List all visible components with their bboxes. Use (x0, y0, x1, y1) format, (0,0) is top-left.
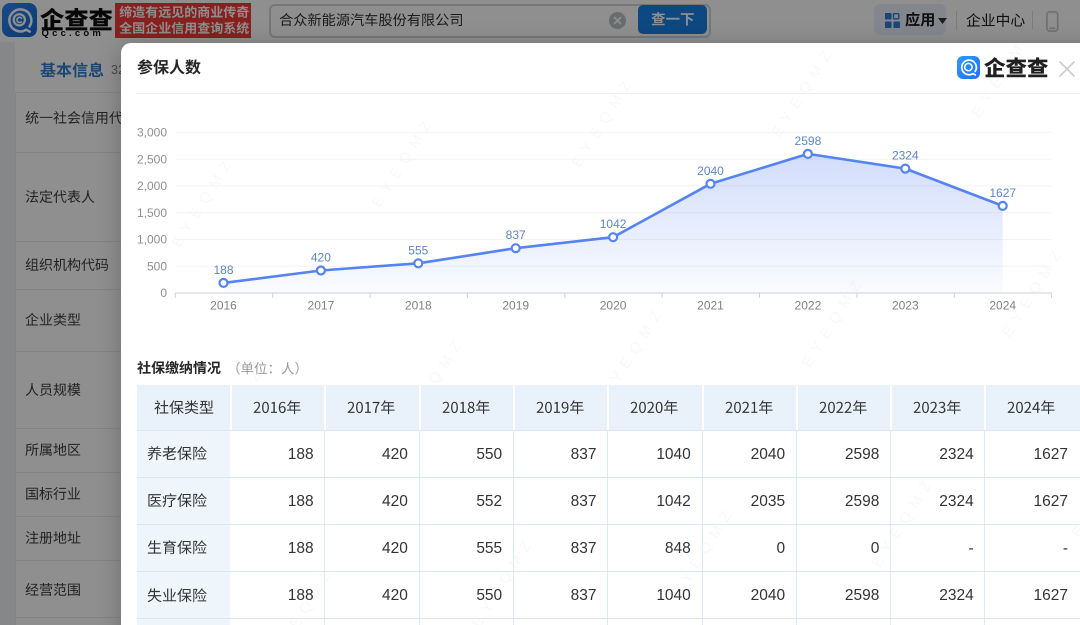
svg-text:2022: 2022 (795, 299, 822, 313)
svg-text:2,000: 2,000 (137, 179, 167, 193)
svg-text:2024: 2024 (989, 299, 1016, 313)
svg-text:555: 555 (408, 243, 428, 257)
svg-text:837: 837 (506, 228, 526, 242)
svg-text:2,500: 2,500 (137, 152, 167, 166)
svg-text:1042: 1042 (600, 217, 627, 231)
svg-text:2040: 2040 (697, 164, 724, 178)
svg-text:1,000: 1,000 (137, 233, 167, 247)
svg-text:0: 0 (160, 286, 167, 300)
svg-text:2020: 2020 (600, 299, 627, 313)
svg-text:2023: 2023 (892, 299, 919, 313)
svg-text:2324: 2324 (892, 149, 919, 163)
svg-text:2017: 2017 (308, 299, 335, 313)
svg-text:188: 188 (213, 263, 233, 277)
svg-text:3,000: 3,000 (137, 126, 167, 140)
svg-text:1,500: 1,500 (137, 206, 167, 220)
svg-text:2016: 2016 (210, 299, 237, 313)
svg-text:2019: 2019 (502, 299, 529, 313)
svg-text:500: 500 (147, 259, 167, 273)
svg-text:1627: 1627 (989, 186, 1016, 200)
svg-text:2021: 2021 (697, 299, 724, 313)
svg-text:2598: 2598 (795, 134, 822, 148)
svg-text:2018: 2018 (405, 299, 432, 313)
svg-text:420: 420 (311, 251, 331, 265)
